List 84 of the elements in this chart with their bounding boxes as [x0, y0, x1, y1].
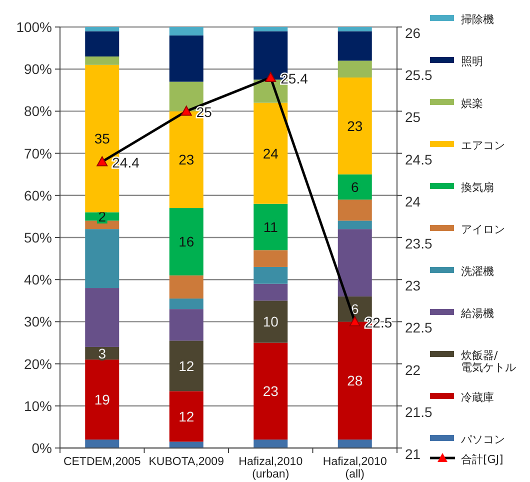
legend-label: エアコン: [461, 139, 505, 152]
legend-label: 冷蔵庫: [461, 391, 494, 404]
x-tick-label: Hafizal,2010 (all): [322, 456, 387, 481]
data-label: 16: [178, 234, 194, 250]
y2-tick-label: 22: [405, 362, 421, 378]
bar: [338, 440, 372, 448]
data-label: 23: [347, 118, 363, 134]
bar: [85, 440, 120, 448]
y2-tick-label: 23.5: [405, 236, 432, 252]
y2-tick-label: 24.5: [405, 151, 432, 168]
bar: [338, 31, 372, 61]
y2-tick-label: 26: [405, 25, 421, 41]
legend-label: 炊飯器/ 電気ケトル: [461, 349, 516, 374]
bar: [254, 266, 288, 284]
data-label: 24: [262, 145, 279, 162]
y-tick-label: 0%: [32, 440, 52, 456]
y-tick-label: 40%: [24, 272, 52, 288]
legend-label: 洗濯機: [461, 265, 494, 278]
y2-tick-label: 21.5: [405, 404, 432, 420]
bar: [85, 288, 120, 347]
bar: [85, 360, 120, 440]
y-tick-label: 60%: [24, 187, 52, 204]
bar: [254, 27, 288, 32]
y-tick-label: 50%: [24, 230, 52, 246]
y2-tick-label: 25: [405, 109, 421, 126]
bar: [169, 35, 204, 82]
bar: [338, 60, 372, 78]
data-label: 28: [347, 372, 363, 389]
data-label: 2: [98, 208, 106, 224]
y2-tick-label: 24: [405, 193, 421, 210]
data-label: 10: [262, 314, 279, 330]
bar: [169, 309, 204, 341]
bar: [85, 31, 120, 56]
bar: [85, 56, 120, 65]
data-label: 6: [350, 178, 359, 195]
legend-label: 掃除機: [461, 13, 494, 26]
data-label: 3: [98, 345, 106, 362]
bar: [254, 440, 288, 448]
legend-label: 娯楽: [461, 97, 483, 110]
bar: [338, 27, 372, 32]
bar: [169, 298, 204, 310]
y-tick-label: 90%: [24, 61, 52, 78]
bar: [254, 102, 288, 204]
x-tick-label: KUBOTA,2009: [148, 456, 224, 468]
y2-tick-label: 23: [405, 278, 421, 294]
bar: [254, 342, 288, 440]
y2-tick-label: 25.5: [405, 67, 432, 84]
legend-label: 照明: [461, 55, 483, 68]
bar: [169, 208, 204, 276]
bar: [254, 284, 288, 301]
data-label: 23: [262, 383, 279, 400]
bar: [169, 275, 204, 299]
data-label: 23: [178, 152, 194, 168]
bar: [169, 442, 204, 448]
legend-label: アイロン: [461, 223, 505, 236]
data-label: 25: [196, 104, 212, 120]
bar: [254, 250, 288, 267]
legend-label: 給湯機: [460, 307, 494, 320]
bar: [338, 220, 372, 230]
data-label: 12: [178, 358, 194, 374]
y2-tick-label: 22.5: [405, 320, 432, 336]
x-tick-label: CETDEM,2005: [63, 456, 141, 468]
legend-label: パソコン: [460, 433, 505, 446]
bar: [338, 229, 372, 296]
data-label: 11: [263, 218, 278, 235]
y-tick-label: 70%: [24, 145, 52, 162]
y-tick-label: 30%: [24, 314, 52, 330]
bar: [338, 200, 372, 221]
bar: [85, 27, 120, 32]
y2-tick-label: 21: [405, 446, 421, 462]
data-label: 6: [350, 301, 359, 318]
x-tick-label: Hafizal,2010 (urban): [238, 456, 303, 481]
bar: [85, 229, 120, 288]
data-label: 19: [94, 392, 110, 408]
y-tick-label: 20%: [24, 356, 52, 372]
y-tick-label: 10%: [24, 398, 52, 414]
y-tick-label: 100%: [16, 19, 52, 35]
legend-label: 合計[GJ]: [461, 453, 504, 466]
bar: [169, 27, 204, 36]
bar: [338, 78, 372, 174]
legend-label: 換気扇: [461, 181, 494, 194]
y-tick-label: 80%: [24, 103, 52, 120]
data-label: 35: [94, 130, 110, 147]
data-label: 12: [178, 408, 194, 424]
